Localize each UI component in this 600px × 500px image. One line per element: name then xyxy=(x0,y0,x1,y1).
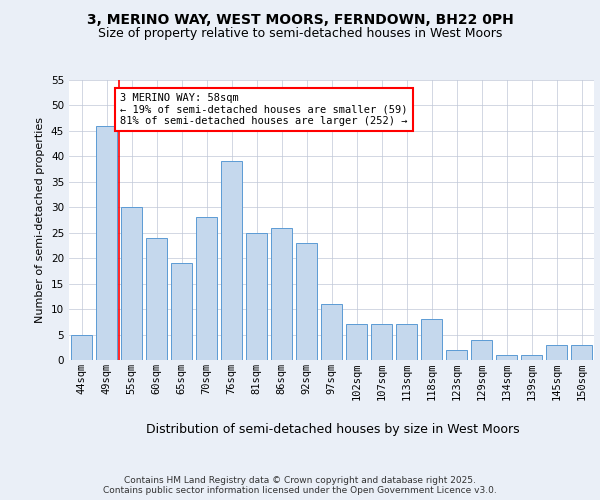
Bar xyxy=(321,304,342,360)
Bar xyxy=(71,334,92,360)
Bar xyxy=(96,126,117,360)
Bar xyxy=(246,232,267,360)
Bar xyxy=(521,355,542,360)
Bar xyxy=(196,218,217,360)
Text: Size of property relative to semi-detached houses in West Moors: Size of property relative to semi-detach… xyxy=(98,28,502,40)
Text: 3, MERINO WAY, WEST MOORS, FERNDOWN, BH22 0PH: 3, MERINO WAY, WEST MOORS, FERNDOWN, BH2… xyxy=(86,12,514,26)
Bar xyxy=(446,350,467,360)
Bar xyxy=(571,344,592,360)
Text: Distribution of semi-detached houses by size in West Moors: Distribution of semi-detached houses by … xyxy=(146,422,520,436)
Bar xyxy=(396,324,417,360)
Y-axis label: Number of semi-detached properties: Number of semi-detached properties xyxy=(35,117,46,323)
Text: 3 MERINO WAY: 58sqm
← 19% of semi-detached houses are smaller (59)
81% of semi-d: 3 MERINO WAY: 58sqm ← 19% of semi-detach… xyxy=(120,92,408,126)
Bar xyxy=(421,320,442,360)
Bar xyxy=(221,162,242,360)
Text: Contains HM Land Registry data © Crown copyright and database right 2025.
Contai: Contains HM Land Registry data © Crown c… xyxy=(103,476,497,495)
Bar xyxy=(546,344,567,360)
Bar xyxy=(121,208,142,360)
Bar xyxy=(171,264,192,360)
Bar xyxy=(296,243,317,360)
Bar xyxy=(346,324,367,360)
Bar xyxy=(471,340,492,360)
Bar xyxy=(271,228,292,360)
Bar xyxy=(496,355,517,360)
Bar xyxy=(371,324,392,360)
Bar xyxy=(146,238,167,360)
